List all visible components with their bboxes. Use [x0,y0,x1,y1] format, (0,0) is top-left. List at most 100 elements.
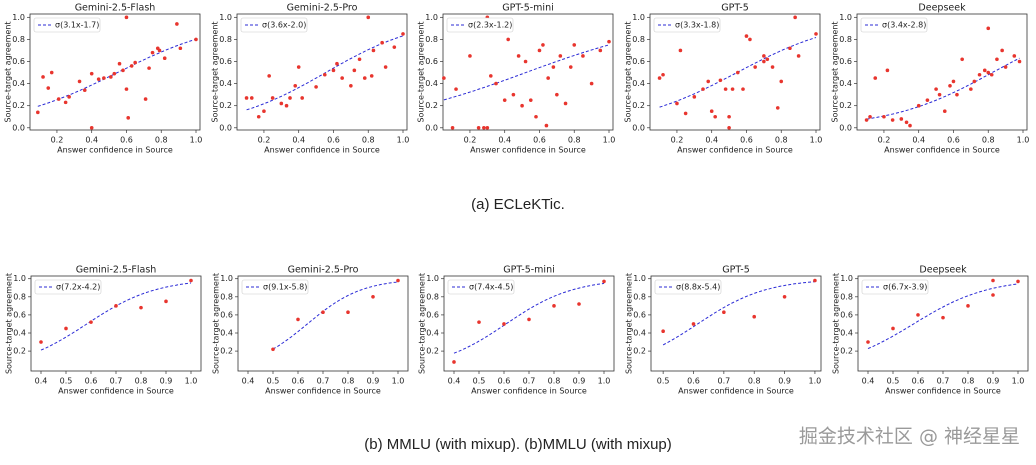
data-point [442,76,446,80]
data-point [581,54,585,58]
data-point [916,313,920,317]
data-point [279,101,284,106]
data-point [941,315,945,320]
data-point [866,340,870,344]
x-tick-label: 0.8 [548,377,561,386]
data-point [36,110,40,115]
data-point [730,87,735,91]
data-point [675,101,679,106]
data-point [162,56,167,60]
data-point [64,326,68,331]
y-axis-label: Source-target agreement [624,21,633,122]
x-tick-label: 0.2 [671,136,684,145]
data-point [991,278,995,283]
data-point [775,106,780,110]
data-point [157,48,162,53]
data-point [955,92,959,97]
data-point [380,40,384,45]
data-point [572,43,577,47]
y-axis-label: Source-target agreement [832,273,841,374]
y-tick-label: 0.2 [219,101,232,110]
y-axis-label: Source-target agreement [212,273,221,374]
data-point [147,66,151,70]
data-point [709,109,714,114]
y-tick-label: 0.2 [12,101,25,110]
x-tick-label: 1.0 [1017,136,1030,145]
data-point [678,48,683,53]
x-tick-label: 0.4 [85,136,98,145]
x-tick-label: 0.4 [448,377,461,386]
data-point [722,310,726,314]
x-tick-label: 0.6 [947,136,960,145]
data-point [357,57,362,62]
y-tick-label: 0.8 [633,292,646,301]
data-point [692,95,697,99]
data-point [511,92,516,97]
x-tick-label: 0.2 [51,136,64,145]
y-tick-label: 0.8 [219,35,232,44]
data-point [63,100,68,105]
data-point [537,48,542,53]
data-point [813,278,817,283]
data-point [267,74,271,78]
data-point [782,295,787,299]
y-tick-label: 1.0 [426,274,439,283]
data-point [346,310,350,314]
data-point [249,96,254,100]
chart-title: GPT-5 [722,265,750,276]
legend-label: σ(3.1x-1.7) [55,21,99,30]
data-point [262,109,266,114]
y-tick-label: 0.0 [12,123,25,132]
legend-label: σ(6.7x-3.9) [883,283,927,292]
data-point [885,68,890,73]
data-point [482,125,486,130]
legend [447,279,515,295]
data-point [942,109,947,114]
data-point [369,74,374,78]
data-point [143,97,148,101]
plot-area [442,13,614,131]
x-tick-label: 0.4 [705,136,718,145]
data-point [589,81,594,86]
x-tick-label: 0.6 [85,377,98,386]
data-point [523,59,528,64]
x-tick-label: 0.8 [342,377,355,386]
data-point [558,54,563,58]
data-point [366,15,371,20]
x-tick-label: 0.2 [258,136,271,145]
y-tick-label: 0.6 [12,57,25,66]
data-point [934,87,938,91]
data-point [256,114,261,119]
x-tick-label: 0.4 [498,136,511,145]
x-tick-label: 0.6 [912,377,925,386]
data-point [489,74,493,78]
data-point [534,114,538,119]
y-tick-label: 0.8 [632,35,645,44]
y-tick-label: 0.4 [12,79,25,88]
x-tick-label: 0.6 [498,377,511,386]
data-point [516,54,521,58]
data-point [82,88,87,93]
data-point [528,98,533,102]
y-tick-label: 0.2 [632,101,645,110]
data-point [723,87,728,91]
data-point [552,304,556,308]
data-point [340,76,344,80]
chart-title: Deepseek [918,3,966,14]
x-axis-label: Answer confidence in Source [471,387,587,396]
legend-label: σ(3.3x-1.8) [675,21,719,30]
data-point [89,71,94,76]
data-point [864,118,869,122]
y-tick-label: 0.0 [632,123,645,132]
legend-label: σ(8.8x-5.4) [676,283,720,292]
data-point [891,326,895,331]
data-point [114,304,118,308]
data-point [718,78,723,83]
x-axis-label: Answer confidence in Source [264,146,380,155]
legend [861,279,929,295]
data-point [454,87,458,91]
y-tick-label: 0.6 [839,57,852,66]
data-point [352,68,357,73]
legend-label: σ(3.4x-2.8) [882,21,926,30]
y-axis-label: Source-target agreement [417,21,426,122]
